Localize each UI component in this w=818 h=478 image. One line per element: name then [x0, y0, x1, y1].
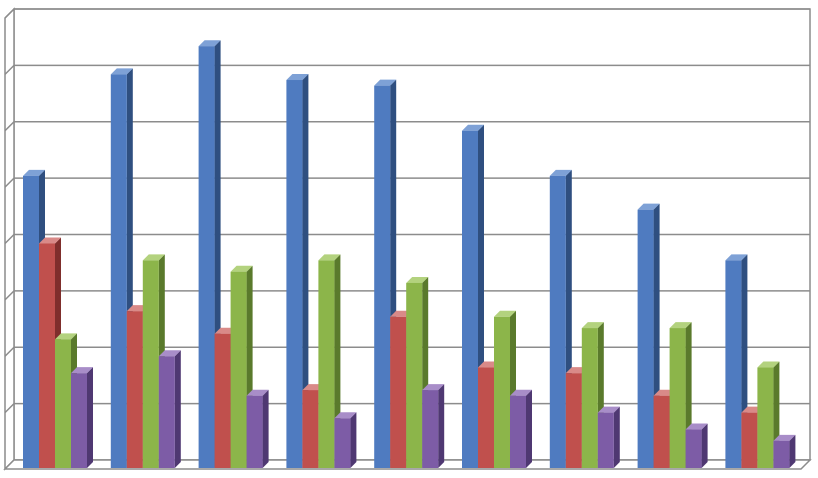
bar [597, 412, 614, 468]
bar-top [286, 74, 309, 81]
bar [374, 85, 391, 469]
bar-side [302, 74, 309, 468]
bar-top [773, 434, 796, 441]
bar [230, 271, 247, 468]
bar [773, 440, 790, 468]
bar [494, 316, 510, 468]
bar-top [422, 384, 445, 391]
bar [462, 130, 478, 468]
bar [685, 429, 702, 468]
bar-top [597, 406, 620, 413]
bar [406, 282, 423, 468]
gridline-side [4, 290, 15, 301]
bar-top [581, 322, 604, 329]
bar-top [198, 40, 221, 47]
bar [318, 260, 335, 468]
bar-side [613, 406, 620, 468]
bar-side [87, 367, 93, 468]
bar-top [71, 367, 93, 374]
gridline-side [4, 177, 15, 188]
bar-top [406, 276, 429, 283]
gridline-side [4, 403, 15, 414]
bar [669, 328, 686, 468]
bar [71, 373, 87, 468]
bar-top [757, 361, 780, 368]
bar-top [158, 350, 181, 357]
bar-top [318, 254, 341, 261]
bar-side [701, 423, 708, 468]
bar-top [23, 169, 45, 176]
bar [390, 316, 407, 468]
bar [286, 80, 303, 468]
bar-side [350, 412, 357, 468]
bar-side [262, 389, 269, 468]
bar [581, 328, 598, 468]
bar-side [789, 434, 796, 468]
bar-top [549, 169, 572, 176]
bar [653, 395, 670, 468]
bar [126, 311, 143, 468]
bar-top [334, 412, 357, 419]
gridline-side [4, 64, 15, 75]
bar-top [462, 124, 484, 131]
bar [214, 333, 231, 468]
bar [334, 418, 351, 468]
gridline-side [4, 121, 15, 132]
bar [549, 175, 566, 468]
bar [741, 412, 758, 468]
bar [142, 260, 159, 468]
bar [422, 390, 439, 468]
bar-top [374, 79, 397, 86]
bar-top [510, 389, 532, 396]
bar-top [637, 203, 660, 210]
bar [302, 390, 319, 468]
bar-top [142, 254, 165, 261]
bar [110, 74, 127, 468]
bar-side [438, 384, 445, 468]
bar-top [494, 310, 516, 317]
bar [510, 395, 526, 468]
bar-top [685, 423, 708, 430]
bar-top [246, 389, 269, 396]
bar-top [669, 322, 692, 329]
bar-top [110, 68, 133, 75]
bar [246, 395, 263, 468]
gridline-side [4, 346, 15, 357]
bar-top [55, 333, 77, 340]
gridline-side [4, 8, 15, 19]
bar [725, 260, 742, 468]
gridline-side [4, 233, 15, 245]
bar [757, 367, 774, 468]
bar [637, 209, 654, 469]
bar-top [39, 237, 61, 244]
bar-side [174, 350, 181, 468]
bar [23, 175, 39, 468]
bar [158, 356, 175, 468]
bar-top [725, 254, 748, 261]
bar-side [526, 389, 532, 468]
bar [39, 243, 55, 468]
bar [565, 373, 582, 468]
bar [55, 339, 71, 468]
bar [478, 367, 494, 468]
bar [198, 46, 215, 468]
bar-top [230, 265, 253, 272]
